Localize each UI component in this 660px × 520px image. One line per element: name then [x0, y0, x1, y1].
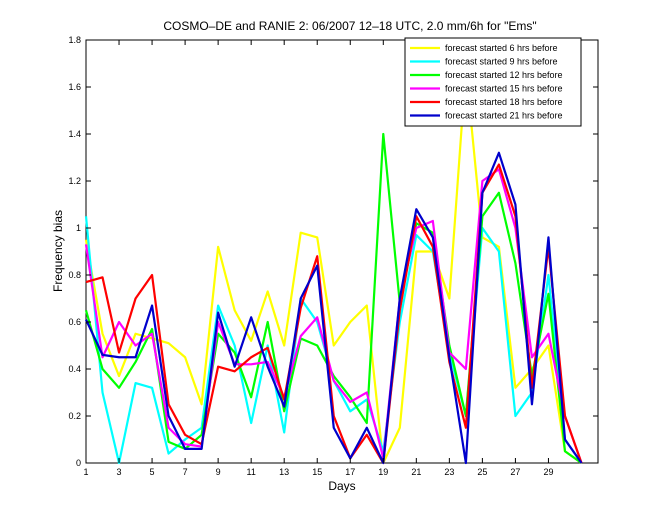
legend-entry-3: forecast started 12 hrs before: [445, 70, 563, 80]
legend-entry-5: forecast started 18 hrs before: [445, 97, 563, 107]
x-tick-label: 7: [183, 467, 188, 477]
legend-entry-4: forecast started 15 hrs before: [445, 84, 563, 94]
y-axis-label: Frequency bias: [51, 210, 65, 292]
y-tick-label: 0.6: [68, 317, 81, 327]
legend-entry-2: forecast started 9 hrs before: [445, 57, 558, 67]
x-tick-label: 29: [543, 467, 553, 477]
y-tick-label: 1.2: [68, 176, 81, 186]
x-tick-label: 17: [345, 467, 355, 477]
y-tick-label: 1.8: [68, 35, 81, 45]
x-tick-label: 5: [150, 467, 155, 477]
ticks-layer: 1 3 5 7 9 11 13 15 17 19 21 23 25 27 2900.20.40.60.811…: [68, 35, 598, 477]
series-line-4: [84, 168, 583, 464]
x-tick-label: 21: [411, 467, 421, 477]
x-tick-label: 23: [444, 467, 454, 477]
x-tick-label: 15: [312, 467, 322, 477]
x-tick-label: 25: [477, 467, 487, 477]
legend: forecast started 6 hrs before forecast st…: [404, 37, 582, 127]
y-tick-label: 0: [76, 458, 81, 468]
y-tick-label: 0.2: [68, 411, 81, 421]
y-tick-label: 1.6: [68, 82, 81, 92]
legend-box: [404, 37, 582, 127]
series-line-6: [85, 151, 583, 465]
series-layer: [84, 67, 583, 465]
legend-entry-6: forecast started 21 hrs before: [445, 111, 563, 121]
x-tick-label: 1: [83, 467, 88, 477]
x-axis-label: Days: [328, 479, 355, 493]
x-tick-label: 9: [216, 467, 221, 477]
chart-title: COSMO–DE and RANIE 2: 06/2007 12–18 UTC,…: [163, 19, 536, 33]
x-tick-label: 11: [246, 467, 255, 477]
series-line-3: [84, 132, 583, 464]
y-tick-label: 0.8: [68, 270, 81, 280]
series-line-5: [85, 163, 583, 465]
x-tick-label: 27: [510, 467, 520, 477]
series-line-1: [84, 67, 583, 465]
x-tick-label: 13: [279, 467, 289, 477]
y-tick-label: 1: [76, 223, 81, 233]
x-tick-label: 19: [378, 467, 388, 477]
y-tick-label: 0.4: [68, 364, 81, 374]
y-tick-label: 1.4: [68, 129, 81, 139]
legend-entry-1: forecast started 6 hrs before: [445, 43, 558, 53]
x-tick-label: 3: [117, 467, 122, 477]
